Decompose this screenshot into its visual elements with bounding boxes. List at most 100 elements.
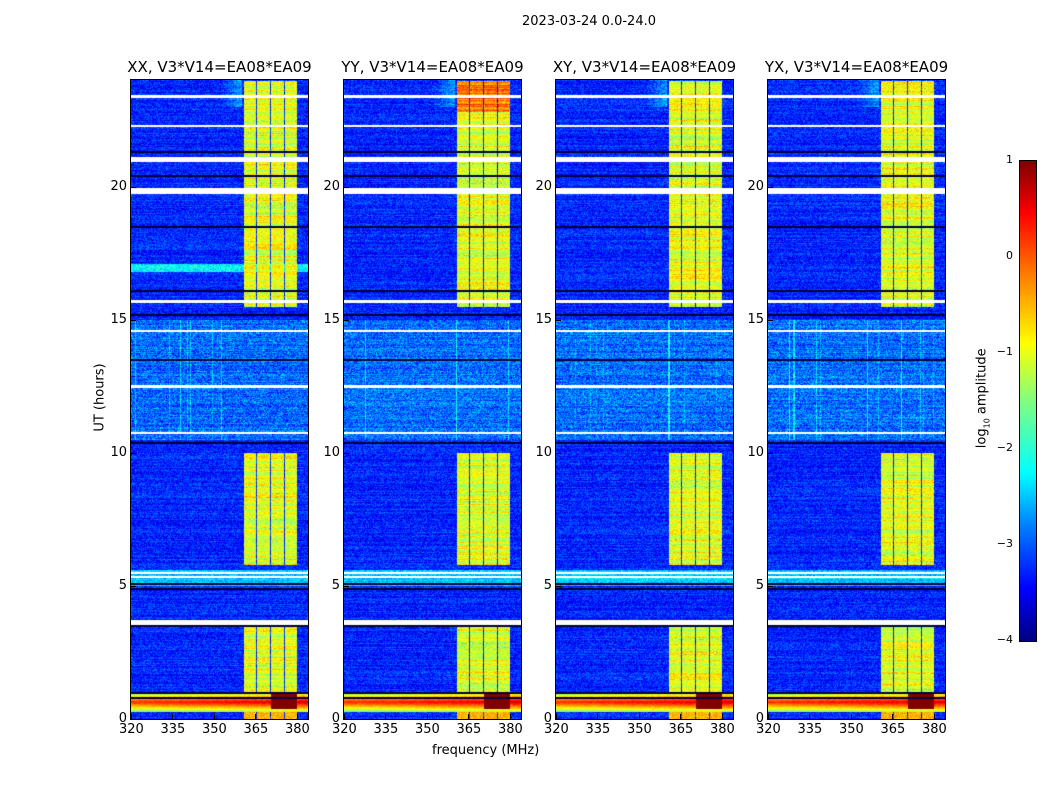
y-tick-label: 5 xyxy=(331,577,340,593)
y-tick-mark xyxy=(344,452,349,454)
x-tick-mark xyxy=(426,714,428,719)
x-tick-label: 320 xyxy=(119,722,144,737)
y-tick-label: 0 xyxy=(331,711,340,726)
x-tick-mark xyxy=(638,714,640,719)
x-tick-label: 365 xyxy=(243,722,269,737)
x-tick-mark xyxy=(933,714,935,719)
x-axis-label: frequency (MHz) xyxy=(432,743,540,758)
x-tick-label: 365 xyxy=(668,722,694,737)
y-tick-label: 15 xyxy=(110,311,127,327)
x-tick-mark xyxy=(850,714,852,719)
y-tick-mark xyxy=(768,452,773,454)
panel-2: YY, V3*V14=EA08*EA09 320 335 350 365 380 0 5 10 1… xyxy=(323,58,523,737)
y-tick-mark xyxy=(131,452,136,454)
y-tick-label: 20 xyxy=(535,178,552,194)
x-tick-label: 350 xyxy=(838,722,864,737)
colorbar-tick-label: −2 xyxy=(996,441,1013,454)
y-tick-label: 0 xyxy=(543,711,552,726)
colorbar-tick-label: −3 xyxy=(996,537,1013,550)
x-tick-label: 320 xyxy=(756,722,781,737)
y-tick-mark xyxy=(556,319,561,321)
x-tick-mark xyxy=(597,714,599,719)
spectrogram-heatmap xyxy=(556,80,733,719)
x-tick-label: 380 xyxy=(709,722,735,737)
y-tick-label: 5 xyxy=(118,577,127,593)
y-tick-label: 20 xyxy=(110,178,127,194)
x-tick-mark xyxy=(721,714,723,719)
x-tick-label: 380 xyxy=(921,722,947,737)
x-tick-label: 380 xyxy=(497,722,523,737)
y-tick-mark xyxy=(344,719,349,720)
y-tick-label: 5 xyxy=(755,577,764,593)
y-tick-mark xyxy=(768,319,773,321)
spectrogram-heatmap xyxy=(768,80,945,719)
y-axis-label: UT (hours) xyxy=(92,363,108,432)
spectrogram-heatmap xyxy=(131,80,308,719)
x-tick-label: 350 xyxy=(626,722,652,737)
y-tick-mark xyxy=(131,585,136,587)
figure-title: 2023-03-24 0.0-24.0 xyxy=(522,14,656,29)
x-tick-mark xyxy=(809,714,811,719)
y-tick-mark xyxy=(344,186,349,188)
y-tick-mark xyxy=(768,585,773,587)
x-tick-mark xyxy=(385,714,387,719)
x-tick-label: 350 xyxy=(201,722,227,737)
x-tick-label: 335 xyxy=(797,722,823,737)
x-tick-label: 380 xyxy=(284,722,310,737)
x-tick-label: 335 xyxy=(160,722,186,737)
y-tick-mark xyxy=(768,719,773,720)
x-tick-label: 365 xyxy=(880,722,906,737)
panel-title: YY, V3*V14=EA08*EA09 xyxy=(341,58,524,76)
colorbar xyxy=(1019,160,1037,642)
x-tick-mark xyxy=(172,714,174,719)
y-tick-mark xyxy=(344,585,349,587)
y-tick-mark xyxy=(556,719,561,720)
y-tick-label: 10 xyxy=(110,444,127,460)
y-tick-mark xyxy=(556,186,561,188)
x-tick-label: 320 xyxy=(544,722,569,737)
colorbar-label: log10 amplitude xyxy=(974,348,992,449)
panel-title: XY, V3*V14=EA08*EA09 xyxy=(552,58,737,76)
spectrogram-heatmap xyxy=(344,80,521,719)
y-tick-mark xyxy=(556,585,561,587)
y-tick-label: 15 xyxy=(323,311,340,327)
x-tick-mark xyxy=(892,714,894,719)
y-tick-label: 15 xyxy=(535,311,552,327)
y-tick-mark xyxy=(344,319,349,321)
y-tick-mark xyxy=(131,319,136,321)
y-tick-mark xyxy=(768,186,773,188)
y-tick-mark xyxy=(131,719,136,720)
panel-title: YX, V3*V14=EA08*EA09 xyxy=(764,58,949,76)
colorbar-tick-label: −4 xyxy=(996,633,1013,646)
y-tick-label: 0 xyxy=(755,711,764,726)
panel-1: XX, V3*V14=EA08*EA09 320 335 350 365 380 0 5 10 1… xyxy=(110,58,311,737)
y-tick-label: 10 xyxy=(323,444,340,460)
panel-3: XY, V3*V14=EA08*EA09 320 335 350 365 380 0 5 10 1… xyxy=(535,58,736,737)
y-tick-label: 5 xyxy=(543,577,552,593)
x-tick-label: 365 xyxy=(456,722,482,737)
x-tick-mark xyxy=(768,714,769,719)
x-tick-mark xyxy=(344,714,345,719)
x-tick-mark xyxy=(296,714,298,719)
y-tick-mark xyxy=(131,186,136,188)
panel-title: XX, V3*V14=EA08*EA09 xyxy=(127,58,312,76)
x-tick-mark xyxy=(213,714,215,719)
x-tick-mark xyxy=(468,714,470,719)
x-tick-mark xyxy=(680,714,682,719)
y-tick-label: 20 xyxy=(323,178,340,194)
x-tick-label: 335 xyxy=(373,722,399,737)
x-tick-mark xyxy=(556,714,557,719)
x-tick-label: 320 xyxy=(332,722,357,737)
panel-4: YX, V3*V14=EA08*EA09 320 335 350 365 380 0 5 10 1… xyxy=(747,58,948,737)
colorbar-tick-label: 0 xyxy=(1006,249,1013,262)
x-tick-label: 335 xyxy=(585,722,611,737)
y-tick-label: 10 xyxy=(535,444,552,460)
colorbar-tick-label: 1 xyxy=(1006,153,1013,166)
x-tick-mark xyxy=(131,714,132,719)
x-tick-mark xyxy=(509,714,511,719)
colorbar-tick-label: −1 xyxy=(996,345,1013,358)
x-tick-label: 350 xyxy=(414,722,440,737)
y-tick-label: 15 xyxy=(747,311,764,327)
y-tick-label: 0 xyxy=(118,711,127,726)
